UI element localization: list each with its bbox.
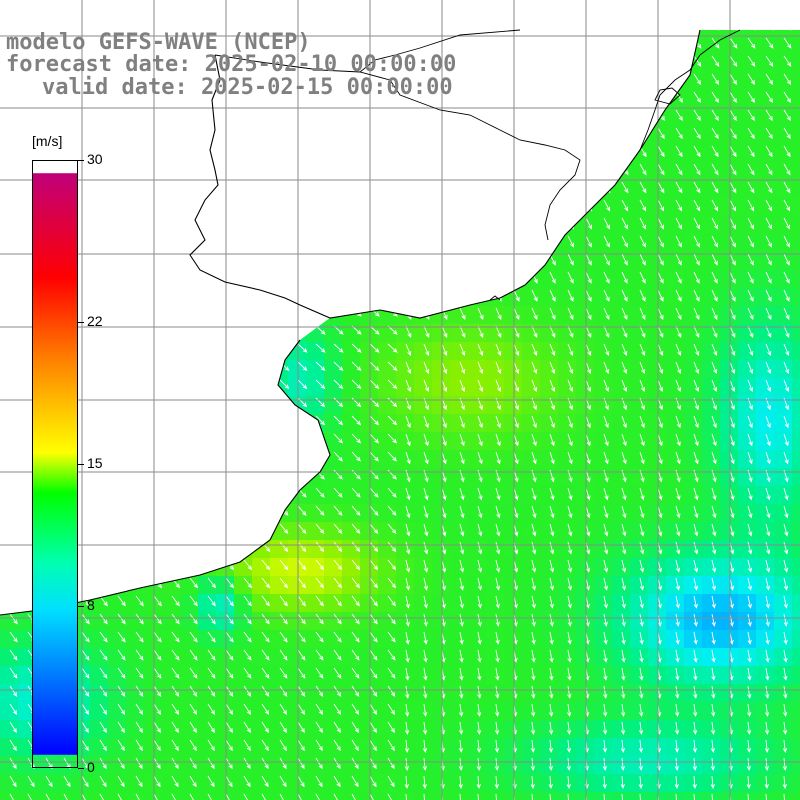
- colorbar-tick-mark: [78, 464, 84, 465]
- colorbar-tick-mark: [78, 605, 84, 607]
- colorbar-tick-label: 15: [87, 455, 103, 471]
- colorbar-tick-mark: [78, 160, 84, 161]
- colorbar-tick-label: 0: [87, 759, 95, 775]
- colorbar-unit-label: [m/s]: [32, 133, 63, 149]
- colorbar-tick-label: 30: [87, 151, 103, 167]
- coastline: [0, 29, 741, 616]
- forecast-date-label: forecast date: 2025-02-10 00:00:00: [6, 52, 457, 77]
- colorbar-tick-label: 22: [87, 313, 103, 330]
- colorbar-tick-label: 8: [87, 596, 95, 613]
- colorbar-tick-mark: [78, 322, 84, 324]
- valid-date-label: valid date: 2025-02-15 00:00:00: [42, 75, 453, 100]
- colorbar-tick-mark: [78, 768, 84, 769]
- colorbar: [32, 160, 78, 768]
- map-title: modelo GEFS-WAVE (NCEP): [6, 30, 311, 55]
